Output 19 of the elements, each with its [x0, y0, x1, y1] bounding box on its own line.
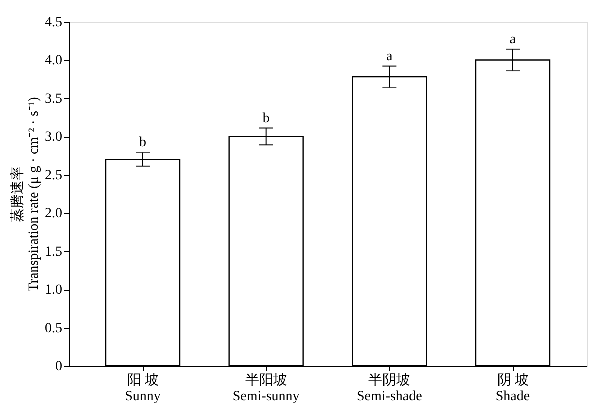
y-tick-label: 0.5	[45, 321, 62, 336]
x-tick-label: 阳 坡 Sunny	[125, 372, 161, 404]
annotation: a	[386, 49, 394, 64]
x-tick-label: 半阴坡 Semi-shade	[357, 372, 422, 404]
y-axis-title: 蒸腾速率 Transpiration rate (μ g · cm⁻² · s⁻¹)	[10, 96, 42, 292]
y-tick-label: 3.0	[45, 130, 62, 146]
annotation: a	[510, 32, 517, 48]
annotation: b	[140, 136, 146, 151]
y-tick-label: 3.5	[45, 92, 62, 107]
y-tick-label: 2.0	[45, 206, 62, 222]
y-tick-label: 1.5	[45, 244, 62, 260]
x-tick-label: 半阳坡 Semi-sunny	[232, 372, 300, 404]
x-tick-label: 阴 坡 Shade	[496, 372, 530, 404]
y-tick-label: 4.5	[45, 16, 62, 30]
y-tick-label: 0	[56, 360, 62, 374]
annotation: b	[262, 111, 270, 126]
y-tick-label: 2.5	[45, 168, 62, 184]
y-tick-label: 1.0	[45, 283, 62, 298]
y-tick-label: 4.0	[45, 54, 62, 69]
